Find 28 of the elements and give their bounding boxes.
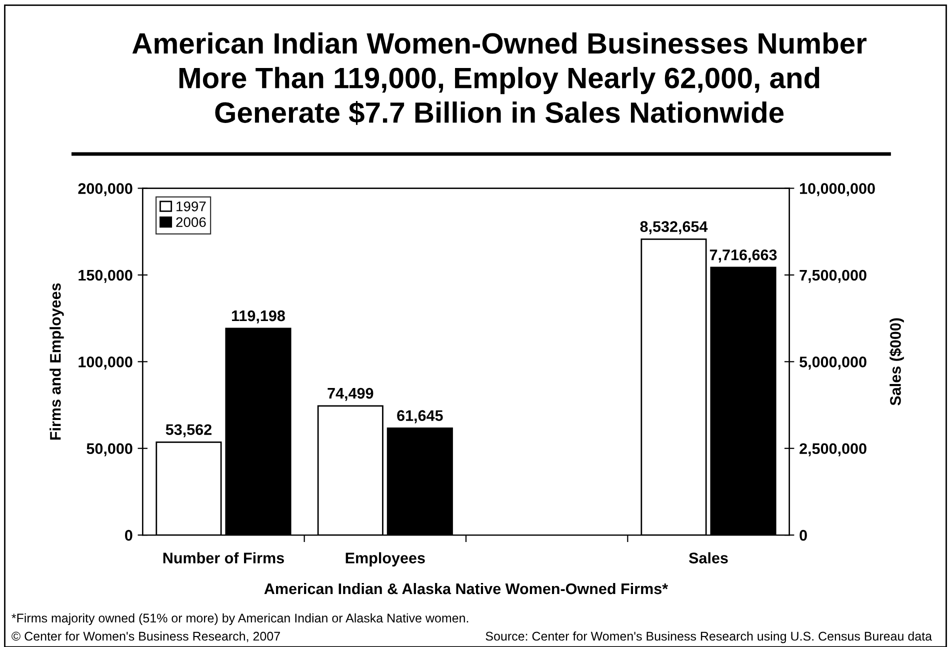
y2-tick-label: 2,500,000	[800, 443, 866, 456]
chart-title: American Indian Women-Owned Businesses Number More Than 119,000, Employ Nearly 62,000, and Generate $7.7 Billion in Sales Nationwide	[132, 32, 866, 125]
text: © Center for Women's Business Research, 2007	[12, 631, 280, 642]
source-note: Source: Center for Women's Business Research using U.S. Census Bureau data	[486, 631, 932, 644]
x-tick-label: Employees	[346, 552, 425, 566]
y-tick-label: 0	[125, 530, 132, 541]
data-label: 61,645	[397, 410, 443, 424]
x-axis-title: American Indian & Alaska Native Women-Owned Firms*	[264, 582, 668, 594]
data-label: 119,198	[232, 310, 285, 324]
y2-tick-label: 7,500,000	[800, 270, 866, 283]
legend-label: 1997	[176, 201, 206, 212]
y2-axis-title: Sales ($000)	[889, 318, 904, 406]
data-label: 7,716,663	[710, 249, 777, 262]
x-tick-label: Number of Firms	[163, 552, 284, 564]
data-label: 8,532,654	[640, 221, 708, 234]
y2-tick-label: 10,000,000	[800, 183, 875, 196]
y-tick-label: 150,000	[78, 270, 132, 283]
y-tick-label: 50,000	[86, 443, 132, 456]
data-label: 53,562	[166, 424, 212, 438]
y-axis-title: Firms and Employees	[50, 283, 64, 440]
data-label: 74,499	[328, 388, 374, 401]
y2-tick-label: 0	[800, 530, 807, 541]
x-tick-label: Sales	[688, 552, 728, 564]
y-tick-label: 100,000	[78, 356, 132, 370]
text: *Firms majority owned (51% or more) by American Indian or Alaska Native women.	[12, 613, 468, 626]
y-tick-label: 200,000	[78, 183, 132, 196]
legend-label: 2006	[176, 217, 206, 228]
y2-tick-label: 5,000,000	[800, 356, 866, 370]
